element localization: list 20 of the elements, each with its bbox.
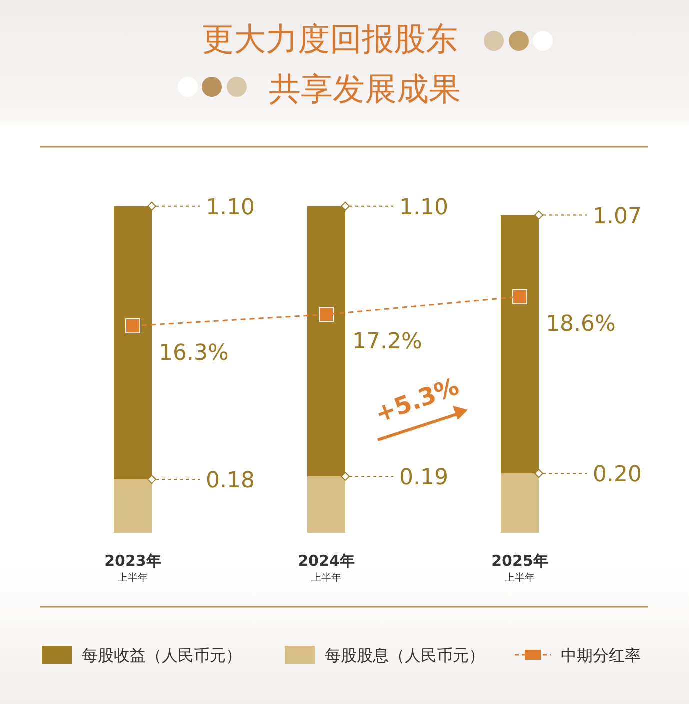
legend-label: 中期分红率 <box>561 646 641 665</box>
x-tick-label: 2025年上半年 <box>492 552 548 584</box>
bar <box>501 474 539 533</box>
bar <box>308 476 346 533</box>
data-label: 17.2% <box>352 330 422 355</box>
data-label: 18.6% <box>546 312 616 337</box>
total-label: 1.07 <box>593 204 642 230</box>
chart-subtitle: 共享发展成果 <box>269 70 461 108</box>
data-label: 16.3% <box>159 341 229 366</box>
x-tick-label: 2024年上半年 <box>298 552 355 584</box>
data-label: 0.18 <box>206 468 255 494</box>
legend-label: 每股收益（人民币元） <box>82 646 242 665</box>
legend-label: 每股股息（人民币元） <box>325 646 485 665</box>
data-label: 0.19 <box>400 466 448 491</box>
bar <box>114 480 152 533</box>
total-label: 1.10 <box>400 195 448 220</box>
chart-title: 更大力度回报股东 <box>202 20 458 58</box>
data-label: 0.20 <box>593 462 642 488</box>
total-label: 1.10 <box>206 195 255 220</box>
x-tick-label: 2023年上半年 <box>104 552 162 584</box>
